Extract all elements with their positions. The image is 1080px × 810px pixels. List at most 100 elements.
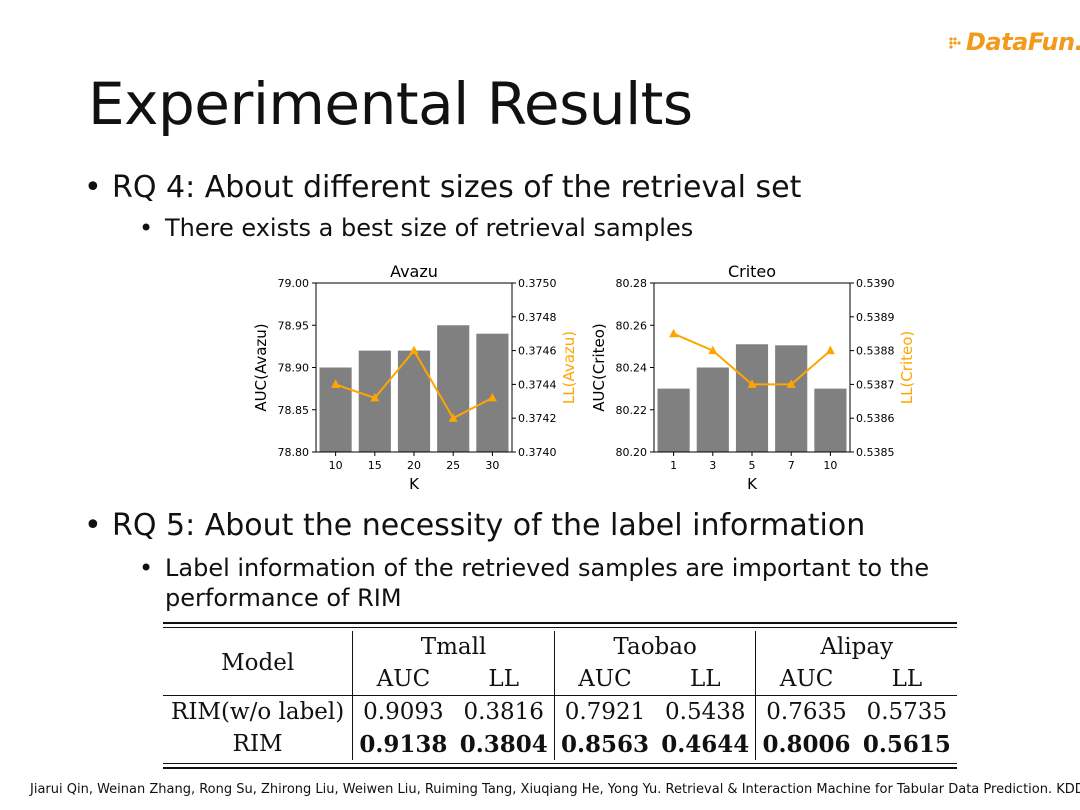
row-model-name: RIM — [163, 728, 354, 760]
results-table: Model Tmall Taobao Alipay AUC LL AUC LL … — [163, 631, 957, 760]
avazu-chart: 78.80 78.85 78.90 78.95 79.00 0.3740 0.3742 0.3… — [252, 262, 578, 493]
ll-point — [409, 345, 419, 355]
bullet-dot-icon: • — [139, 554, 154, 582]
table-header-row: Model Tmall Taobao Alipay — [163, 631, 957, 696]
bullet-rq5-sub: • Label information of the retrieved sam… — [139, 553, 930, 613]
bullet-rq5-sub-text-line2: performance of RIM — [165, 584, 402, 612]
y2-tick-label: 0.5390 — [856, 277, 895, 290]
logo-dots-icon — [949, 37, 961, 49]
row-model-name: RIM(w/o label) — [163, 695, 354, 728]
x-tick-label: 3 — [709, 459, 716, 472]
y2-tick-label: 0.3750 — [518, 277, 557, 290]
y-tick-label: 80.26 — [616, 319, 648, 332]
ll-point — [708, 345, 718, 355]
y2-tick-label: 0.5388 — [856, 345, 895, 358]
logo-text: DataFun. — [966, 28, 1080, 56]
x-tick-label: 15 — [368, 459, 382, 472]
page-title: Experimental Results — [88, 70, 693, 138]
bar — [696, 367, 729, 452]
bullet-rq5-text: RQ 5: About the necessity of the label i… — [112, 508, 866, 543]
subheader-auc: AUC — [578, 666, 632, 692]
bar — [397, 350, 431, 452]
y2-tick-label: 0.3742 — [518, 412, 557, 425]
model-header: Model — [163, 631, 354, 696]
y-tick-label: 80.24 — [616, 362, 648, 375]
table-cell: 0.9138 — [359, 730, 448, 758]
bar — [657, 388, 690, 452]
x-axis-label: K — [409, 475, 420, 493]
y-tick-label: 78.85 — [278, 404, 310, 417]
bullet-dot-icon: • — [139, 214, 154, 242]
table-bottom-rule-thin — [163, 763, 957, 764]
table-cell: 0.7635 — [766, 699, 847, 725]
table-top-rule — [163, 622, 957, 624]
x-tick-label: 10 — [823, 459, 837, 472]
bullet-rq5: • RQ 5: About the necessity of the label… — [84, 508, 866, 543]
table-cell: 0.7921 — [564, 699, 646, 725]
ll-point — [825, 345, 835, 355]
subheader-ll: LL — [655, 663, 757, 696]
ll-point — [370, 392, 380, 402]
x-tick-label: 25 — [446, 459, 460, 472]
bullet-rq4-sub: • There exists a best size of retrieval … — [139, 214, 694, 242]
ll-point — [331, 379, 341, 388]
y-tick-label: 79.00 — [278, 277, 310, 290]
y-axis-label: AUC(Criteo) — [590, 323, 608, 412]
bar — [775, 345, 808, 452]
table-row: RIM 0.9138 0.3804 0.8563 0.4644 0.8006 0… — [163, 728, 957, 760]
subheader-auc: AUC — [779, 666, 834, 692]
subheader-auc: AUC — [376, 666, 431, 692]
y2-tick-label: 0.3740 — [518, 446, 557, 459]
bullet-rq4-sub-text: There exists a best size of retrieval sa… — [165, 214, 694, 242]
table-cell: 0.8006 — [762, 730, 851, 758]
bar — [814, 388, 847, 452]
table-cell: 0.3804 — [453, 728, 555, 760]
bullet-dot-icon: • — [84, 508, 102, 543]
table-cell: 0.3816 — [453, 695, 555, 728]
table-cell: 0.9093 — [363, 699, 444, 725]
x-tick-label: 5 — [749, 459, 756, 472]
table-bottom-rule — [163, 767, 957, 769]
datafun-logo: DataFun. — [948, 26, 1080, 56]
y2-tick-label: 0.3748 — [518, 311, 557, 324]
bullet-dot-icon: • — [84, 170, 102, 205]
group-header-taobao: Taobao — [554, 631, 757, 663]
y-tick-label: 80.22 — [616, 404, 648, 417]
ll-point — [669, 328, 679, 338]
x-tick-label: 1 — [670, 459, 677, 472]
group-header-tmall: Tmall — [352, 631, 555, 663]
ll-point — [786, 379, 796, 388]
x-tick-label: 30 — [485, 459, 499, 472]
subheader-ll: LL — [453, 663, 555, 696]
y2-tick-label: 0.3746 — [518, 345, 557, 358]
y-tick-label: 78.80 — [278, 446, 310, 459]
x-axis-label: K — [747, 475, 758, 493]
ll-point — [487, 392, 497, 402]
table-cell: 0.5735 — [866, 699, 948, 725]
subheader-ll: LL — [891, 666, 923, 692]
y-axis-label: AUC(Avazu) — [252, 323, 270, 411]
chart-title: Avazu — [390, 262, 438, 281]
y-tick-label: 78.90 — [278, 362, 310, 375]
x-tick-label: 7 — [788, 459, 795, 472]
y2-tick-label: 0.3744 — [518, 378, 557, 391]
y-tick-label: 80.20 — [616, 446, 648, 459]
bullet-rq5-sub-text-line1: Label information of the retrieved sampl… — [165, 554, 930, 582]
table-top-rule-thin — [163, 627, 957, 628]
y2-tick-label: 0.5387 — [856, 378, 895, 391]
table-row: RIM(w/o label) 0.9093 0.3816 0.7921 0.54… — [163, 695, 957, 728]
x-tick-label: 20 — [407, 459, 421, 472]
citation: Jiarui Qin, Weinan Zhang, Rong Su, Zhiro… — [30, 782, 1080, 797]
y2-tick-label: 0.5386 — [856, 412, 895, 425]
ll-point — [747, 379, 757, 388]
bar — [437, 325, 470, 452]
group-header-alipay: Alipay — [820, 634, 894, 660]
bullet-rq4-text: RQ 4: About different sizes of the retri… — [112, 170, 802, 205]
table-cell: 0.5615 — [862, 730, 951, 758]
table-cell: 0.8563 — [560, 730, 649, 758]
bar — [476, 333, 509, 452]
table-cell: 0.5438 — [655, 695, 757, 728]
y-tick-label: 80.28 — [616, 277, 648, 290]
y-tick-label: 78.95 — [278, 319, 310, 332]
criteo-chart: 80.20 80.22 80.24 80.26 80.28 0.5385 0.5386 0.5… — [590, 262, 916, 493]
